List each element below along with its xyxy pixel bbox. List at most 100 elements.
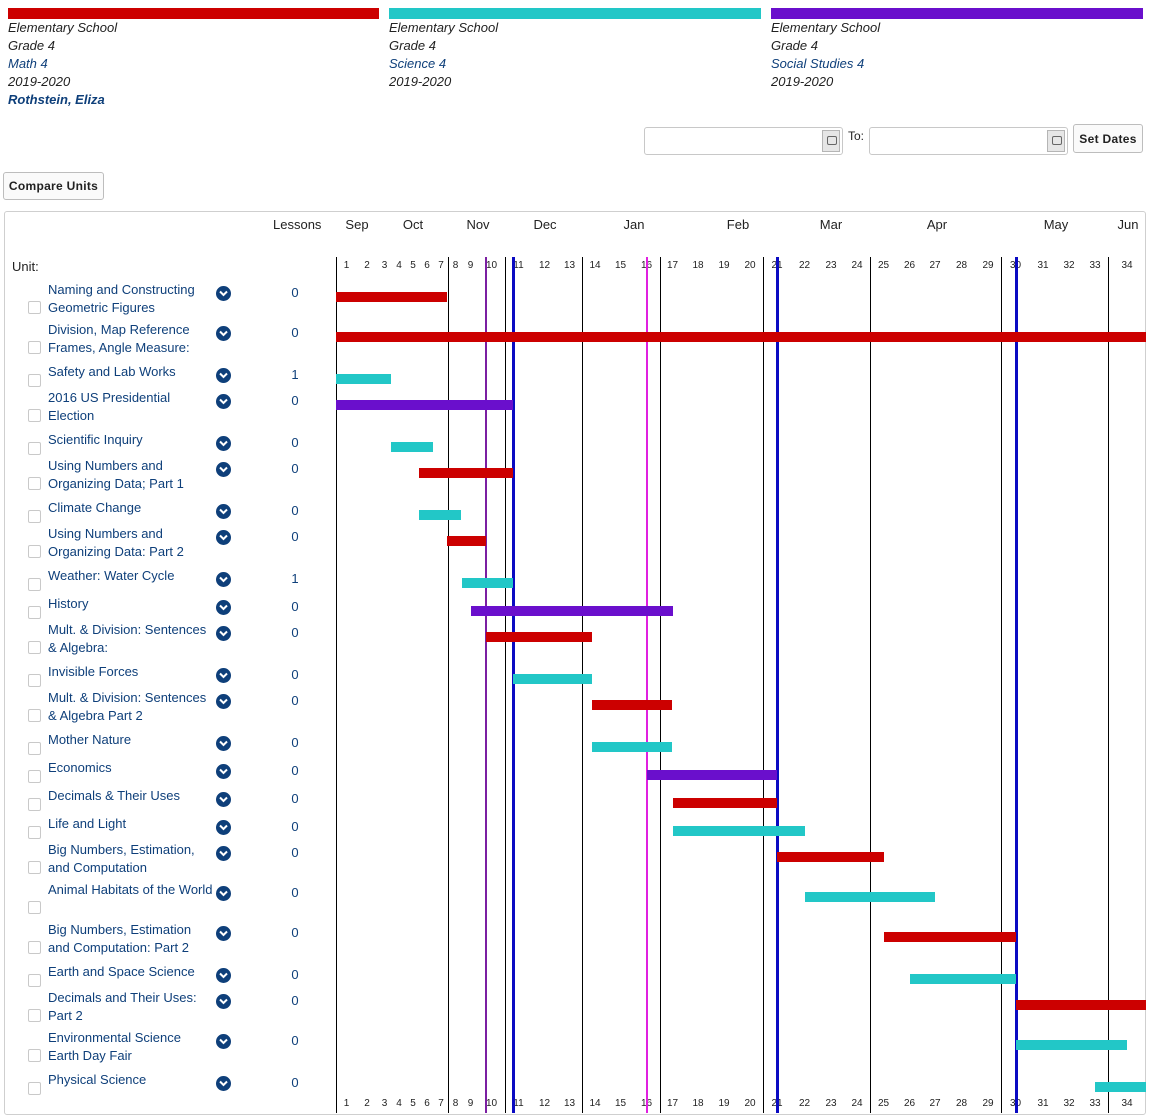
unit-name-link[interactable]: Invisible Forces xyxy=(48,664,139,679)
lesson-count[interactable]: 0 xyxy=(291,325,299,340)
lesson-count[interactable]: 0 xyxy=(291,435,299,450)
course-link[interactable]: Social Studies 4 xyxy=(771,56,865,71)
lesson-count[interactable]: 0 xyxy=(291,885,299,900)
unit-timeline-bar[interactable] xyxy=(390,442,433,452)
chevron-down-icon[interactable] xyxy=(216,504,231,519)
unit-name-link[interactable]: Physical Science xyxy=(48,1072,147,1087)
lesson-count[interactable]: 0 xyxy=(291,845,299,860)
unit-timeline-bar[interactable] xyxy=(883,932,1016,942)
unit-name-link[interactable]: Mult. & Division: Sentences & Algebra: xyxy=(48,622,207,655)
lesson-count[interactable]: 0 xyxy=(291,667,299,682)
unit-checkbox[interactable] xyxy=(28,742,41,755)
chevron-down-icon[interactable] xyxy=(216,1034,231,1049)
unit-timeline-bar[interactable] xyxy=(1015,1040,1127,1050)
chevron-down-icon[interactable] xyxy=(216,968,231,983)
unit-timeline-bar[interactable] xyxy=(804,892,935,902)
unit-name-link[interactable]: Climate Change xyxy=(48,500,142,515)
unit-checkbox[interactable] xyxy=(28,301,41,314)
unit-checkbox[interactable] xyxy=(28,477,41,490)
unit-timeline-bar[interactable] xyxy=(672,798,777,808)
lesson-count[interactable]: 0 xyxy=(291,1033,299,1048)
lesson-count[interactable]: 0 xyxy=(291,791,299,806)
unit-checkbox[interactable] xyxy=(28,770,41,783)
lesson-count[interactable]: 0 xyxy=(291,693,299,708)
unit-timeline-bar[interactable] xyxy=(336,400,514,410)
unit-name-link[interactable]: Economics xyxy=(48,760,112,775)
chevron-down-icon[interactable] xyxy=(216,600,231,615)
unit-checkbox[interactable] xyxy=(28,674,41,687)
unit-timeline-bar[interactable] xyxy=(1095,1082,1146,1092)
chevron-down-icon[interactable] xyxy=(216,820,231,835)
course-link[interactable]: Science 4 xyxy=(389,56,447,71)
unit-name-link[interactable]: Earth and Space Science xyxy=(48,964,195,979)
chevron-down-icon[interactable] xyxy=(216,368,231,383)
chevron-down-icon[interactable] xyxy=(216,1076,231,1091)
chevron-down-icon[interactable] xyxy=(216,530,231,545)
unit-timeline-bar[interactable] xyxy=(418,510,462,520)
chevron-down-icon[interactable] xyxy=(216,462,231,477)
chevron-down-icon[interactable] xyxy=(216,626,231,641)
lesson-count[interactable]: 0 xyxy=(291,1075,299,1090)
lesson-count[interactable]: 0 xyxy=(291,529,299,544)
unit-timeline-bar[interactable] xyxy=(486,632,593,642)
unit-name-link[interactable]: Environmental Science Earth Day Fair xyxy=(48,1030,181,1063)
from-date-input[interactable] xyxy=(644,127,843,155)
unit-timeline-bar[interactable] xyxy=(592,700,673,710)
chevron-down-icon[interactable] xyxy=(216,436,231,451)
lesson-count[interactable]: 0 xyxy=(291,967,299,982)
unit-checkbox[interactable] xyxy=(28,578,41,591)
chevron-down-icon[interactable] xyxy=(216,572,231,587)
lesson-count[interactable]: 0 xyxy=(291,993,299,1008)
calendar-icon[interactable] xyxy=(822,130,840,152)
unit-checkbox[interactable] xyxy=(28,1082,41,1095)
lesson-count[interactable]: 0 xyxy=(291,925,299,940)
lesson-count[interactable]: 0 xyxy=(291,393,299,408)
course-link[interactable]: Math 4 xyxy=(8,56,48,71)
chevron-down-icon[interactable] xyxy=(216,694,231,709)
chevron-down-icon[interactable] xyxy=(216,286,231,301)
calendar-icon[interactable] xyxy=(1047,130,1065,152)
unit-timeline-bar[interactable] xyxy=(336,292,447,302)
unit-checkbox[interactable] xyxy=(28,974,41,987)
unit-timeline-bar[interactable] xyxy=(513,674,593,684)
set-dates-button[interactable]: Set Dates xyxy=(1073,124,1143,153)
teacher-link[interactable]: Rothstein, Eliza xyxy=(8,92,105,107)
unit-name-link[interactable]: Decimals and Their Uses: Part 2 xyxy=(48,990,197,1023)
unit-name-link[interactable]: Safety and Lab Works xyxy=(48,364,176,379)
lesson-count[interactable]: 1 xyxy=(291,571,299,586)
chevron-down-icon[interactable] xyxy=(216,668,231,683)
unit-checkbox[interactable] xyxy=(28,641,41,654)
unit-name-link[interactable]: Weather: Water Cycle xyxy=(48,568,175,583)
lesson-count[interactable]: 0 xyxy=(291,461,299,476)
unit-timeline-bar[interactable] xyxy=(777,852,884,862)
unit-checkbox[interactable] xyxy=(28,341,41,354)
unit-checkbox[interactable] xyxy=(28,798,41,811)
unit-timeline-bar[interactable] xyxy=(336,332,1146,342)
to-date-input[interactable] xyxy=(869,127,1068,155)
unit-checkbox[interactable] xyxy=(28,374,41,387)
chevron-down-icon[interactable] xyxy=(216,886,231,901)
unit-checkbox[interactable] xyxy=(28,941,41,954)
unit-checkbox[interactable] xyxy=(28,606,41,619)
unit-timeline-bar[interactable] xyxy=(461,578,514,588)
unit-checkbox[interactable] xyxy=(28,1009,41,1022)
unit-checkbox[interactable] xyxy=(28,510,41,523)
unit-checkbox[interactable] xyxy=(28,545,41,558)
unit-timeline-bar[interactable] xyxy=(672,826,805,836)
unit-timeline-bar[interactable] xyxy=(418,468,514,478)
unit-timeline-bar[interactable] xyxy=(1015,1000,1146,1010)
unit-checkbox[interactable] xyxy=(28,1049,41,1062)
chevron-down-icon[interactable] xyxy=(216,394,231,409)
unit-name-link[interactable]: History xyxy=(48,596,89,611)
unit-checkbox[interactable] xyxy=(28,901,41,914)
unit-checkbox[interactable] xyxy=(28,709,41,722)
chevron-down-icon[interactable] xyxy=(216,792,231,807)
unit-timeline-bar[interactable] xyxy=(909,974,1016,984)
unit-name-link[interactable]: Using Numbers and Organizing Data; Part … xyxy=(48,458,184,491)
unit-name-link[interactable]: Decimals & Their Uses xyxy=(48,788,180,803)
unit-checkbox[interactable] xyxy=(28,861,41,874)
compare-units-button[interactable]: Compare Units xyxy=(3,172,104,200)
unit-checkbox[interactable] xyxy=(28,826,41,839)
unit-name-link[interactable]: Life and Light xyxy=(48,816,127,831)
lesson-count[interactable]: 0 xyxy=(291,763,299,778)
